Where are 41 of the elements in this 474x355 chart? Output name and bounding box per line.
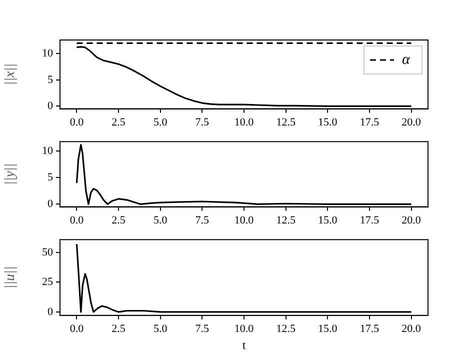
x-tick-label: 17.5	[360, 116, 380, 128]
x-tick-label: 20.0	[402, 322, 422, 335]
y-axis-title: ||x||	[3, 64, 18, 86]
x-tick-label: 17.5	[360, 214, 380, 226]
x-tick-label: 7.5	[195, 322, 210, 335]
x-tick-label: 5.0	[153, 116, 168, 128]
x-tick-label: 0.0	[70, 322, 84, 335]
legend-label: α	[402, 52, 411, 68]
y-tick-label: 10	[42, 145, 54, 158]
x-tick-label: 20.0	[402, 214, 422, 226]
x-tick-label: 0.0	[70, 116, 84, 128]
x-tick-label: 10.0	[234, 214, 254, 226]
x-tick-label: 17.5	[360, 322, 380, 335]
x-tick-label: 10.0	[234, 116, 254, 128]
y-tick-label: 5	[48, 172, 54, 184]
y-tick-label: 0	[48, 100, 54, 112]
x-tick-label: 5.0	[153, 214, 168, 226]
x-tick-label: 2.5	[112, 322, 126, 335]
y-tick-label: 10	[42, 48, 54, 60]
x-tick-label: 2.5	[112, 116, 126, 128]
x-tick-label: 12.5	[276, 116, 296, 128]
x-tick-label: 15.0	[318, 116, 338, 128]
x-tick-label: 15.0	[318, 214, 338, 226]
x-tick-label: 15.0	[318, 322, 338, 335]
x-tick-label: 5.0	[153, 322, 168, 335]
y-axis-title: ||u||	[3, 266, 18, 289]
x-tick-label: 20.0	[402, 116, 422, 128]
y-tick-label: 25	[42, 276, 54, 288]
x-tick-label: 12.5	[276, 214, 296, 226]
y-tick-label: 5	[48, 74, 54, 86]
x-tick-label: 10.0	[234, 322, 254, 335]
y-tick-label: 0	[48, 306, 54, 318]
y-axis-title: ||y||	[3, 163, 18, 186]
x-tick-label: 7.5	[195, 116, 210, 128]
x-axis-title: t	[242, 338, 246, 352]
x-tick-label: 7.5	[195, 214, 210, 226]
y-tick-label: 50	[42, 246, 54, 258]
x-tick-label: 12.5	[276, 322, 296, 335]
y-tick-label: 0	[48, 198, 54, 210]
x-tick-label: 2.5	[112, 214, 126, 226]
x-tick-label: 0.0	[70, 214, 84, 226]
